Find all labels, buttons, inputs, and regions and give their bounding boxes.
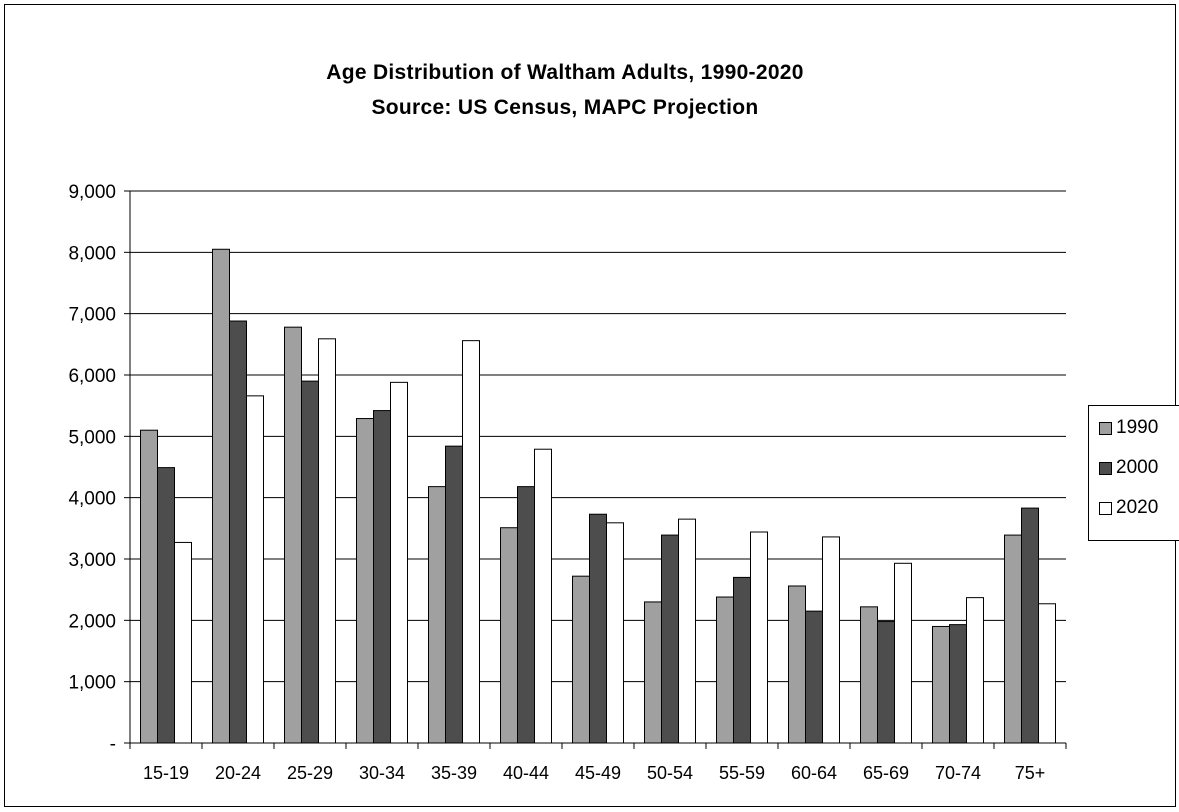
- bar-1990-75+: [1004, 534, 1022, 744]
- bar-2020-15-19: [174, 541, 192, 744]
- bar-1990-50-54: [644, 601, 662, 744]
- bar-2000-55-59: [733, 576, 751, 744]
- bar-2000-45-49: [589, 513, 607, 744]
- bar-2020-75+: [1038, 603, 1056, 744]
- bar-1990-25-29: [284, 326, 302, 744]
- bar-2020-45-49: [606, 522, 624, 744]
- x-tick-label: 55-59: [719, 763, 765, 783]
- y-tick-label: 2,000: [68, 611, 116, 632]
- bar-1990-20-24: [212, 248, 230, 744]
- legend-item: 1990: [1099, 416, 1158, 440]
- legend-item: 2020: [1099, 496, 1158, 520]
- bar-1990-60-64: [788, 585, 806, 744]
- x-tick-label: 30-34: [359, 763, 405, 783]
- bar-2000-75+: [1021, 507, 1039, 744]
- bar-2020-35-39: [462, 340, 480, 744]
- chart-title: Age Distribution of Waltham Adults, 1990…: [326, 61, 804, 84]
- y-tick-label: 5,000: [68, 427, 116, 448]
- x-tick-label: 45-49: [575, 763, 621, 783]
- bar-2000-40-44: [517, 486, 535, 744]
- bar-2000-65-69: [877, 621, 895, 744]
- bar-1990-35-39: [428, 486, 446, 744]
- bar-1990-30-34: [356, 418, 374, 744]
- bar-1990-45-49: [572, 575, 590, 744]
- bar-2020-65-69: [894, 562, 912, 744]
- bar-2020-70-74: [966, 597, 984, 744]
- bar-2020-50-54: [678, 518, 696, 744]
- bar-1990-65-69: [860, 606, 878, 744]
- bar-2020-40-44: [534, 448, 552, 744]
- legend-swatch: [1099, 501, 1112, 515]
- legend-label: 2020: [1116, 497, 1159, 518]
- x-tick-label: 60-64: [791, 763, 837, 783]
- bar-1990-70-74: [932, 625, 950, 744]
- y-tick-label: 9,000: [68, 182, 116, 203]
- bar-2000-70-74: [949, 624, 967, 744]
- y-tick-label: 3,000: [68, 550, 116, 571]
- legend-label: 1990: [1116, 417, 1159, 438]
- x-tick-label: 25-29: [287, 763, 333, 783]
- bar-1990-15-19: [140, 429, 158, 744]
- x-tick-label: 35-39: [431, 763, 477, 783]
- y-tick-label: 8,000: [68, 243, 116, 264]
- legend-label: 2000: [1116, 457, 1159, 478]
- y-tick-label: 4,000: [68, 489, 116, 510]
- bar-2000-25-29: [301, 380, 319, 744]
- bar-2020-20-24: [246, 395, 264, 744]
- legend-swatch: [1099, 461, 1112, 475]
- bar-2020-25-29: [318, 338, 336, 744]
- bar-2000-60-64: [805, 610, 823, 744]
- legend-item: 2000: [1099, 456, 1158, 480]
- x-tick-label: 75+: [1015, 763, 1046, 783]
- bar-2000-15-19: [157, 467, 175, 744]
- y-tick-label: -: [110, 734, 116, 755]
- x-tick-label: 65-69: [863, 763, 909, 783]
- chart-subtitle: Source: US Census, MAPC Projection: [371, 96, 759, 119]
- x-tick-label: 15-19: [143, 763, 189, 783]
- x-tick-label: 50-54: [647, 763, 693, 783]
- y-tick-label: 1,000: [68, 673, 116, 694]
- bar-2000-50-54: [661, 534, 679, 744]
- bar-2020-55-59: [750, 531, 768, 744]
- legend: 1990 2000 2020: [1088, 405, 1179, 541]
- bar-2000-30-34: [373, 410, 391, 744]
- x-tick-label: 40-44: [503, 763, 549, 783]
- bar-2000-20-24: [229, 320, 247, 744]
- bar-2000-35-39: [445, 445, 463, 744]
- bar-2020-60-64: [822, 536, 840, 744]
- y-tick-label: 6,000: [68, 366, 116, 387]
- legend-swatch: [1099, 421, 1112, 435]
- bar-1990-55-59: [716, 596, 734, 744]
- y-tick-label: 7,000: [68, 305, 116, 326]
- bar-2020-30-34: [390, 381, 408, 744]
- bar-1990-40-44: [500, 527, 518, 744]
- x-tick-label: 70-74: [935, 763, 981, 783]
- x-tick-label: 20-24: [215, 763, 261, 783]
